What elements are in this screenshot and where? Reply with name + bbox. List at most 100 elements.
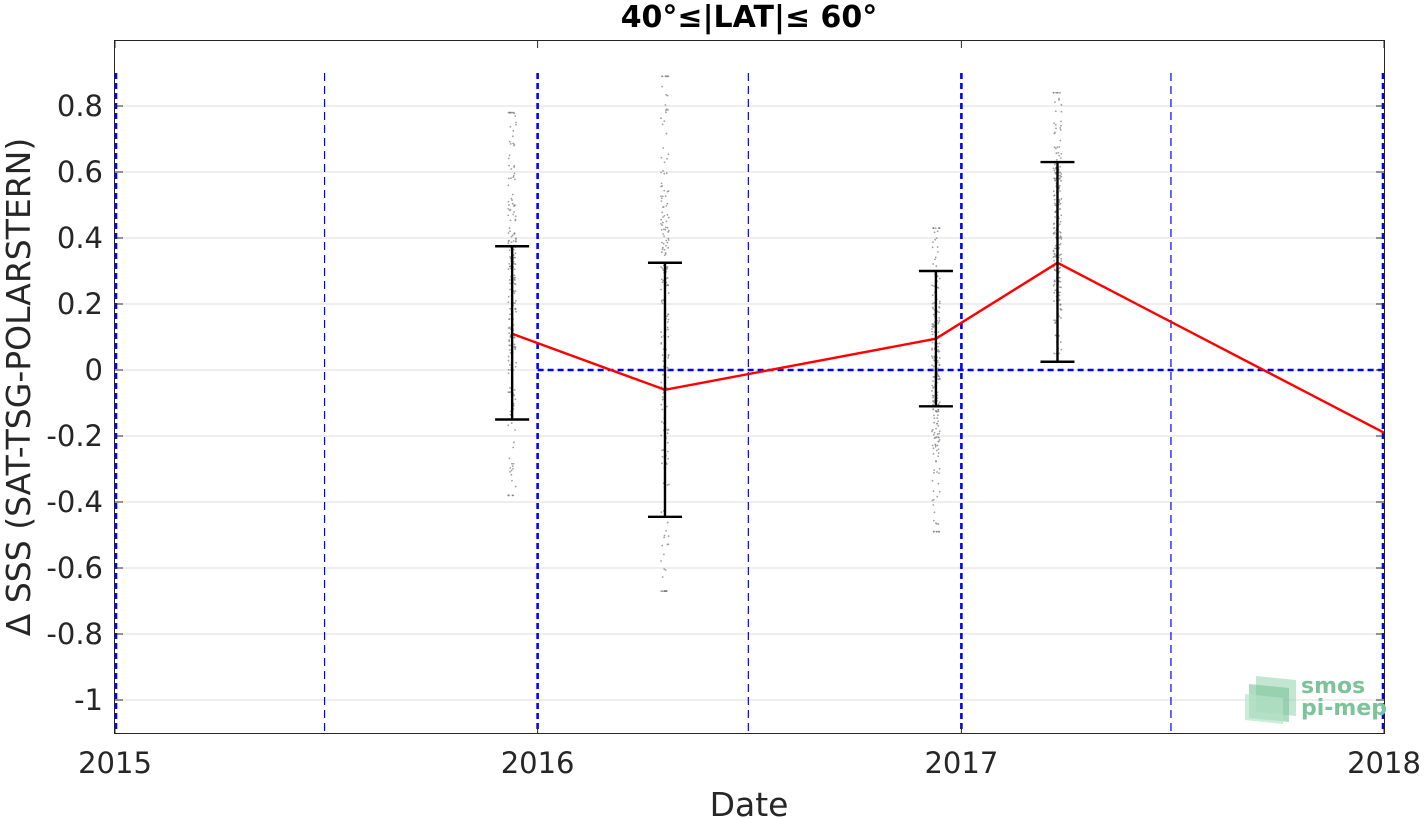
scatter-point (667, 246, 670, 249)
scatter-point (660, 278, 663, 281)
scatter-point (938, 305, 940, 308)
scatter-point (932, 396, 934, 399)
scatter-point (937, 250, 939, 253)
scatter-point (1057, 91, 1059, 94)
scatter-point (667, 450, 669, 453)
scatter-point (1058, 178, 1061, 180)
scatter-point (1059, 91, 1061, 94)
scatter-point (663, 161, 666, 164)
scatter-point (661, 576, 664, 578)
scatter-point (667, 231, 669, 233)
scatter-point (1054, 110, 1057, 113)
scatter-point (508, 164, 511, 167)
scatter-point (660, 200, 663, 203)
scatter-point (937, 345, 939, 348)
scatter-point (662, 553, 665, 556)
scatter-point (931, 479, 934, 482)
scatter-point (933, 231, 936, 234)
scatter-point (666, 241, 669, 244)
scatter-point (507, 372, 510, 375)
y-tick-label: 0.8 (57, 89, 103, 123)
scatter-point (936, 417, 939, 420)
logo-emblem-icon (1245, 676, 1296, 724)
scatter-point (1059, 235, 1062, 238)
scatter-point (512, 462, 515, 465)
scatter-point (660, 182, 663, 185)
scatter-point (513, 274, 516, 277)
scatter-point (662, 242, 665, 245)
scatter-point (665, 386, 668, 389)
scatter-point (507, 157, 510, 160)
scatter-point (1052, 232, 1055, 235)
scatter-point (1060, 253, 1062, 256)
scatter-point (667, 354, 670, 357)
scatter-point (932, 498, 935, 501)
scatter-point (661, 85, 664, 88)
scatter-point (1055, 127, 1057, 130)
scatter-point (513, 345, 516, 348)
scatter-point (1059, 157, 1062, 159)
scatter-point (508, 349, 511, 351)
scatter-point (665, 75, 667, 78)
scatter-point (1060, 236, 1063, 239)
scatter-point (507, 268, 510, 271)
scatter-point (662, 170, 664, 172)
scatter-point (512, 213, 515, 216)
scatter-point (509, 282, 511, 285)
scatter-point (667, 313, 670, 316)
scatter-point (1059, 190, 1061, 192)
scatter-point (507, 368, 510, 371)
scatter-point (931, 284, 934, 287)
scatter-point (1059, 165, 1062, 168)
scatter-point (1053, 259, 1055, 262)
scatter-point (931, 325, 934, 328)
scatter-point (507, 424, 510, 427)
scatter-point (937, 331, 940, 333)
scatter-point (936, 370, 939, 373)
scatter-point (1054, 322, 1057, 325)
scatter-point (1059, 127, 1062, 129)
scatter-point (510, 177, 512, 179)
scatter-point (1054, 289, 1057, 292)
scatter-point (508, 318, 510, 321)
scatter-point (1059, 341, 1062, 343)
scatter-point (660, 228, 663, 231)
scatter-point (661, 75, 664, 78)
scatter-point (509, 230, 511, 233)
scatter-point (508, 265, 511, 268)
scatter-point (660, 288, 663, 291)
scatter-point (1055, 147, 1057, 150)
scatter-point (660, 420, 663, 423)
scatter-point (931, 306, 934, 309)
scatter-point (938, 432, 941, 435)
scatter-point (664, 109, 667, 112)
scatter-point (660, 156, 663, 159)
scatter-point (507, 494, 510, 497)
scatter-point (513, 268, 516, 271)
y-tick-label: -0.4 (46, 485, 103, 519)
y-tick-label: -1 (74, 683, 103, 717)
scatter-point (661, 195, 664, 198)
scatter-point (931, 333, 934, 336)
scatter-point (1058, 291, 1061, 294)
scatter-point (1060, 214, 1063, 217)
scatter-point (1053, 194, 1056, 197)
scatter-point (1060, 258, 1063, 260)
scatter-point (512, 240, 515, 242)
scatter-point (509, 335, 512, 338)
scatter-point (514, 238, 517, 241)
scatter-point (665, 244, 667, 247)
scatter-point (513, 143, 516, 146)
scatter-point (938, 319, 941, 322)
scatter-point (514, 215, 517, 218)
scatter-point (1059, 281, 1062, 283)
scatter-point (514, 204, 516, 207)
scatter-point (1053, 222, 1056, 225)
scatter-point (507, 359, 510, 362)
scatter-point (660, 300, 663, 303)
scatter-point (660, 403, 663, 406)
scatter-point (1058, 187, 1061, 190)
scatter-point (667, 153, 670, 156)
scatter-point (512, 129, 515, 132)
